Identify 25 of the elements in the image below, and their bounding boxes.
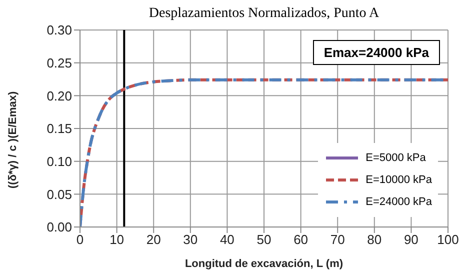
legend-label: E=10000 kPa (366, 174, 432, 186)
x-axis-title: Longitud de excavación, L (m) (184, 258, 344, 270)
x-tick-label: 0 (76, 232, 84, 248)
x-tick-label: 30 (183, 232, 198, 248)
x-tick-label: 20 (146, 232, 161, 248)
y-axis-title: ((δ*γ) / c )(E/Emax) (6, 91, 19, 188)
y-tick-label: 0.00 (46, 220, 72, 235)
x-tick-label: 80 (367, 232, 382, 248)
x-tick-label: 100 (437, 232, 459, 248)
legend-label: E=5000 kPa (366, 152, 426, 164)
y-tick-label: 0.30 (46, 22, 72, 38)
y-tick-label: 0.10 (46, 154, 72, 169)
annotation: Emax=24000 kPa (312, 40, 440, 65)
x-tick-label: 70 (330, 232, 345, 248)
x-tick-label: 10 (110, 232, 124, 248)
x-tick-label: 40 (220, 232, 234, 248)
y-tick-label: 0.20 (46, 88, 72, 104)
x-tick-label: 90 (404, 232, 418, 248)
y-tick-label: 0.15 (46, 121, 72, 136)
chart-title: Desplazamientos Normalizados, Punto A (148, 6, 380, 22)
x-tick-label: 60 (294, 232, 308, 248)
y-tick-label: 0.25 (46, 55, 72, 70)
y-tick-label: 0.05 (46, 186, 72, 202)
x-tick-label: 50 (256, 232, 272, 248)
legend-label: E=24000 kPa (366, 196, 432, 208)
